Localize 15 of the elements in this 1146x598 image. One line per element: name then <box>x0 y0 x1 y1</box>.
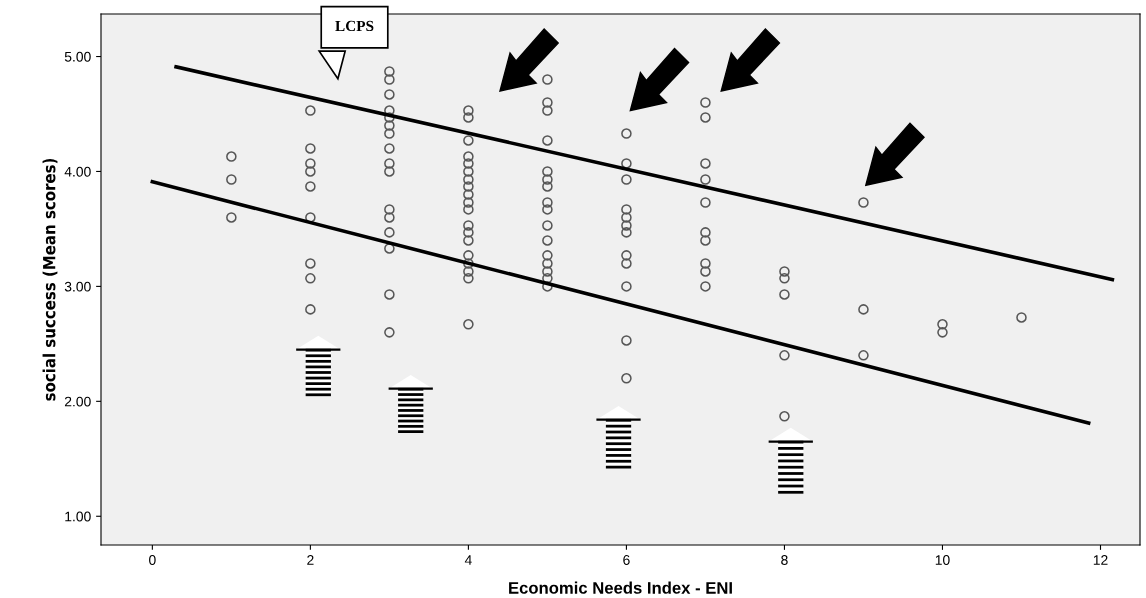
y-tick-label: 4.00 <box>64 166 91 177</box>
y-tick-label: 5.00 <box>64 51 91 62</box>
annotation: LCPS <box>335 20 374 32</box>
x-tick-label: 6 <box>623 555 630 565</box>
x-tick-label: 12 <box>1093 555 1108 565</box>
y-tick-label: 1.00 <box>65 511 91 522</box>
x-tick-label: 0 <box>149 555 156 565</box>
y-axis-title: social success (Mean scores) <box>42 158 58 401</box>
y-tick-label: 2.00 <box>64 396 91 407</box>
x-tick-label: 2 <box>307 555 314 565</box>
y-tick-label: 3.00 <box>64 281 91 292</box>
x-tick-label: 10 <box>935 555 950 565</box>
x-tick-label: 8 <box>781 555 788 565</box>
x-tick-label: 4 <box>464 555 472 565</box>
x-axis-title: Economic Needs Index - ENI <box>509 581 732 594</box>
